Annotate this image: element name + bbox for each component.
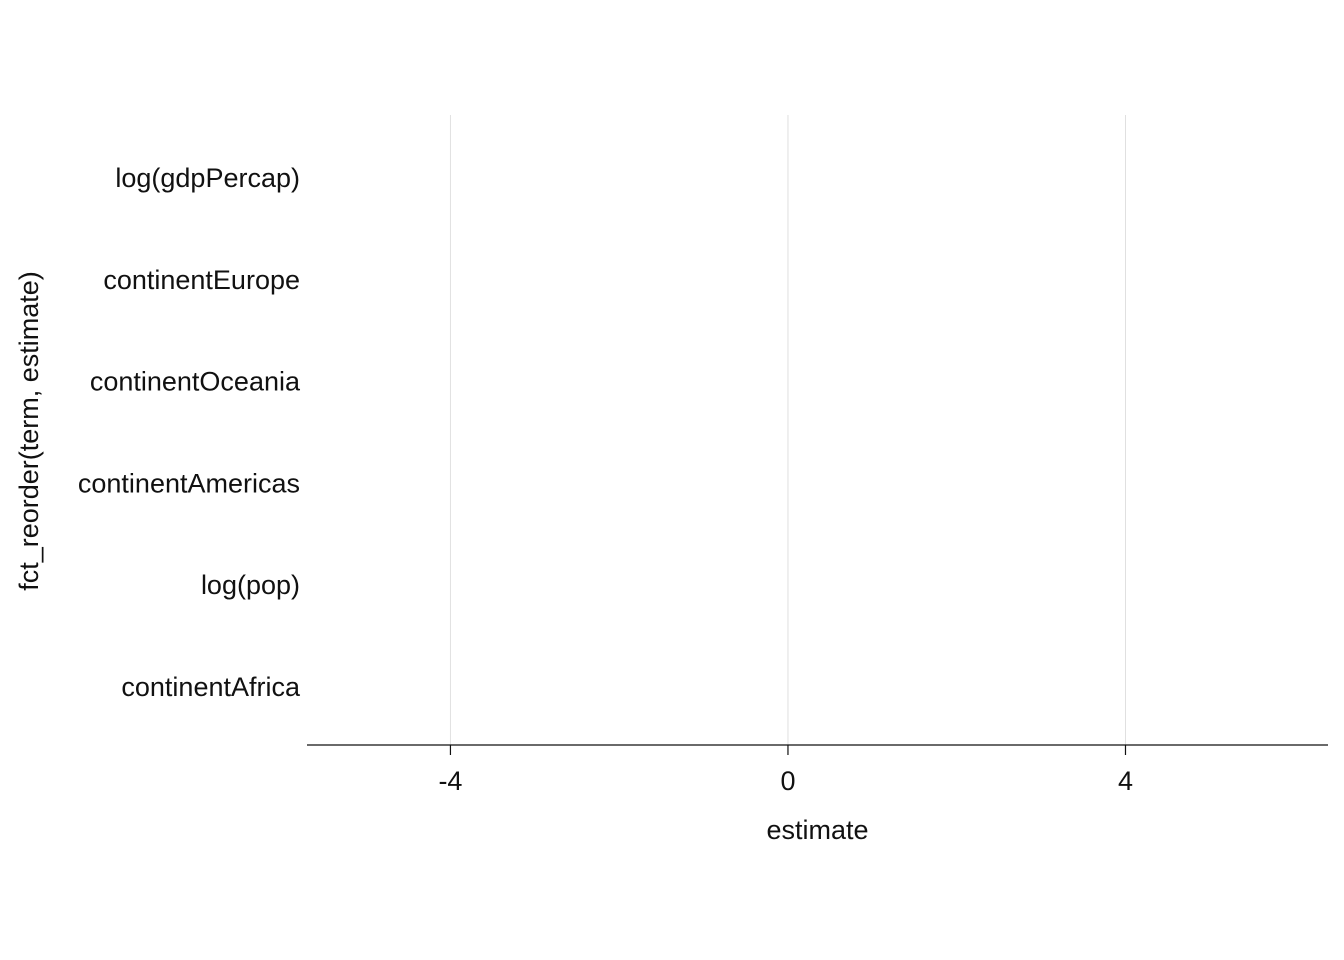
y-tick-label-0: log(gdpPercap) — [115, 163, 300, 193]
x-axis-ticks: -4 0 4 — [438, 745, 1133, 796]
x-tick-label-2: 4 — [1118, 766, 1133, 796]
x-tick-label-1: 0 — [780, 766, 795, 796]
x-axis-title: estimate — [766, 815, 868, 845]
y-tick-label-3: continentAmericas — [78, 468, 300, 498]
y-tick-label-1: continentEurope — [103, 265, 300, 295]
y-axis-title: fct_reorder(term, estimate) — [14, 271, 44, 591]
grid-lines — [449, 115, 1126, 745]
x-tick-label-0: -4 — [438, 766, 462, 796]
y-tick-label-2: continentOceania — [90, 367, 301, 397]
y-axis-labels: log(gdpPercap) continentEurope continentOc… — [78, 163, 301, 702]
y-tick-label-4: log(pop) — [201, 570, 300, 600]
y-tick-label-5: continentAfrica — [121, 672, 301, 702]
